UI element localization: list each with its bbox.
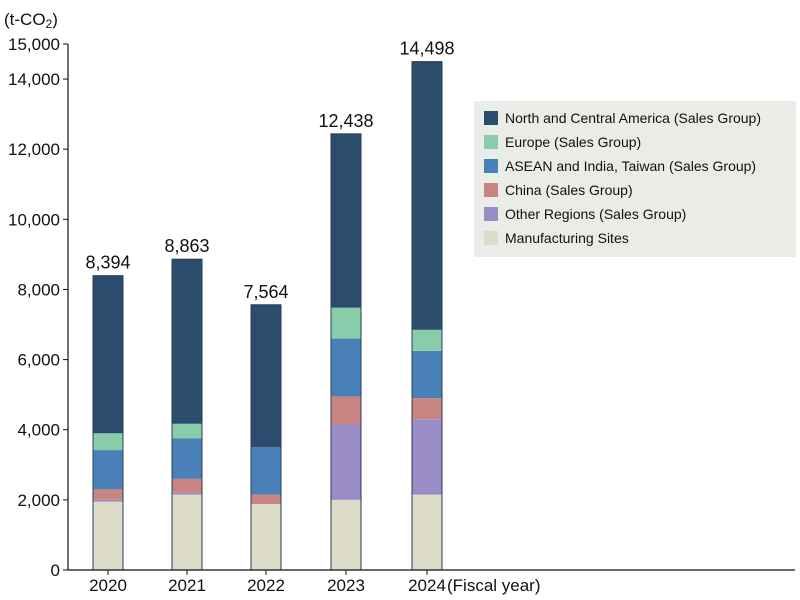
bar-segment: Manufacturing Sites 2021: 2150 <box>172 494 202 570</box>
x-tick-label: 2022 <box>247 576 285 595</box>
y-tick-label: 12,000 <box>8 140 60 159</box>
legend-label: North and Central America (Sales Group) <box>505 110 761 126</box>
bar-segment: Other Regions (Sales Group) 2020: 50 <box>93 499 123 502</box>
x-tick-label: 2023 <box>327 576 365 595</box>
legend-swatch <box>484 207 498 221</box>
bar-segment: Other Regions (Sales Group) 2021: 50 <box>172 492 202 495</box>
total-label: 8,394 <box>85 253 130 273</box>
total-labels-group: 8,394 8,863 7,564 12,438 14,498 <box>85 39 454 302</box>
y-tick-label: 8,000 <box>17 280 60 299</box>
bar-segment: Manufacturing Sites 2023: 2000 <box>331 499 361 570</box>
bar-segment: North and Central America (Sales Group) … <box>172 259 202 424</box>
bar-segment: Europe (Sales Group) 2023: 880 <box>331 307 361 339</box>
y-tick-label: 15,000 <box>8 35 60 54</box>
legend-swatch <box>484 159 498 173</box>
legend-label: ASEAN and India, Taiwan (Sales Group) <box>505 158 756 174</box>
bar-segment: China (Sales Group) 2022: 270 <box>251 494 281 505</box>
total-label: 14,498 <box>399 39 454 59</box>
legend-swatch <box>484 183 498 197</box>
bar-segment: Europe (Sales Group) 2020: 480 <box>93 433 123 451</box>
y-tick-label: 14,000 <box>8 70 60 89</box>
bar-segment: China (Sales Group) 2021: 400 <box>172 478 202 493</box>
bar-segment: North and Central America (Sales Group) … <box>251 304 281 448</box>
bar-segment: Europe (Sales Group) 2021: 420 <box>172 423 202 439</box>
bar-segment: Manufacturing Sites 2022: 1880 <box>251 504 281 570</box>
legend-background <box>474 101 796 257</box>
bar-segment: Manufacturing Sites 2020: 1950 <box>93 501 123 570</box>
legend-label: Europe (Sales Group) <box>505 134 641 150</box>
bar-segment: Manufacturing Sites 2024: 2150 <box>412 494 442 570</box>
bar-segment: Other Regions (Sales Group) 2024: 2150 <box>412 419 442 495</box>
y-tick-label: 2,000 <box>17 491 60 510</box>
bar-segment: Europe (Sales Group) 2024: 600 <box>412 329 442 351</box>
x-axis: 2020 2021 2022 2023 2024 <box>68 569 795 595</box>
x-axis-label: (Fiscal year) <box>447 576 541 595</box>
x-tick-label: 2024 <box>408 576 446 595</box>
legend-swatch <box>484 135 498 149</box>
y-tick-label: 4,000 <box>17 421 60 440</box>
bar-segment: ASEAN and India, Taiwan (Sales Group) 20… <box>412 350 442 399</box>
legend-label: Other Regions (Sales Group) <box>505 206 686 222</box>
bar-segment: China (Sales Group) 2023: 800 <box>331 396 361 425</box>
legend-swatch <box>484 231 498 245</box>
total-label: 7,564 <box>243 282 288 302</box>
bar-segment: ASEAN and India, Taiwan (Sales Group) 20… <box>251 447 281 495</box>
bar-segment: China (Sales Group) 2020: 300 <box>93 489 123 500</box>
total-label: 12,438 <box>318 111 373 131</box>
y-axis-unit-label: (t-CO2) <box>4 10 58 31</box>
bar-segment: ASEAN and India, Taiwan (Sales Group) 20… <box>172 438 202 479</box>
legend-label: China (Sales Group) <box>505 182 633 198</box>
x-tick-label: 2021 <box>168 576 206 595</box>
legend-label: Manufacturing Sites <box>505 230 629 246</box>
x-tick-label: 2020 <box>89 576 127 595</box>
bar-segment: Other Regions (Sales Group) 2023: 2150 <box>331 424 361 500</box>
y-tick-label: 0 <box>51 561 60 580</box>
bar-segment: North and Central America (Sales Group) … <box>93 275 123 434</box>
legend-swatch <box>484 111 498 125</box>
bar-segment: North and Central America (Sales Group) … <box>331 133 361 308</box>
bar-segment: ASEAN and India, Taiwan (Sales Group) 20… <box>93 450 123 490</box>
bar-segment: ASEAN and India, Taiwan (Sales Group) 20… <box>331 338 361 397</box>
y-axis: 0 2,000 4,000 6,000 8,000 10,000 12,000 14,000 1… <box>8 35 69 580</box>
bar-segment: China (Sales Group) 2024: 600 <box>412 398 442 420</box>
bar-segment: North and Central America (Sales Group) … <box>412 61 442 330</box>
bars-group: Manufacturing Sites 2020: 1950Other Regi… <box>92 61 443 571</box>
legend: North and Central America (Sales Group) E… <box>474 101 796 257</box>
y-tick-label: 6,000 <box>17 351 60 370</box>
y-tick-label: 10,000 <box>8 210 60 229</box>
total-label: 8,863 <box>164 236 209 256</box>
